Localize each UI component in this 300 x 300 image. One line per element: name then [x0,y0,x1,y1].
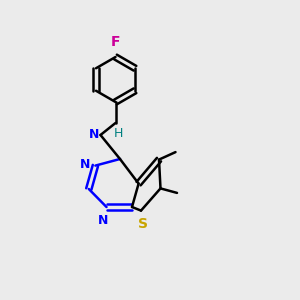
Text: S: S [138,217,148,231]
Text: F: F [111,35,120,50]
Text: N: N [88,128,99,142]
Text: N: N [80,158,90,171]
Text: H: H [114,127,123,140]
Text: N: N [98,214,109,226]
